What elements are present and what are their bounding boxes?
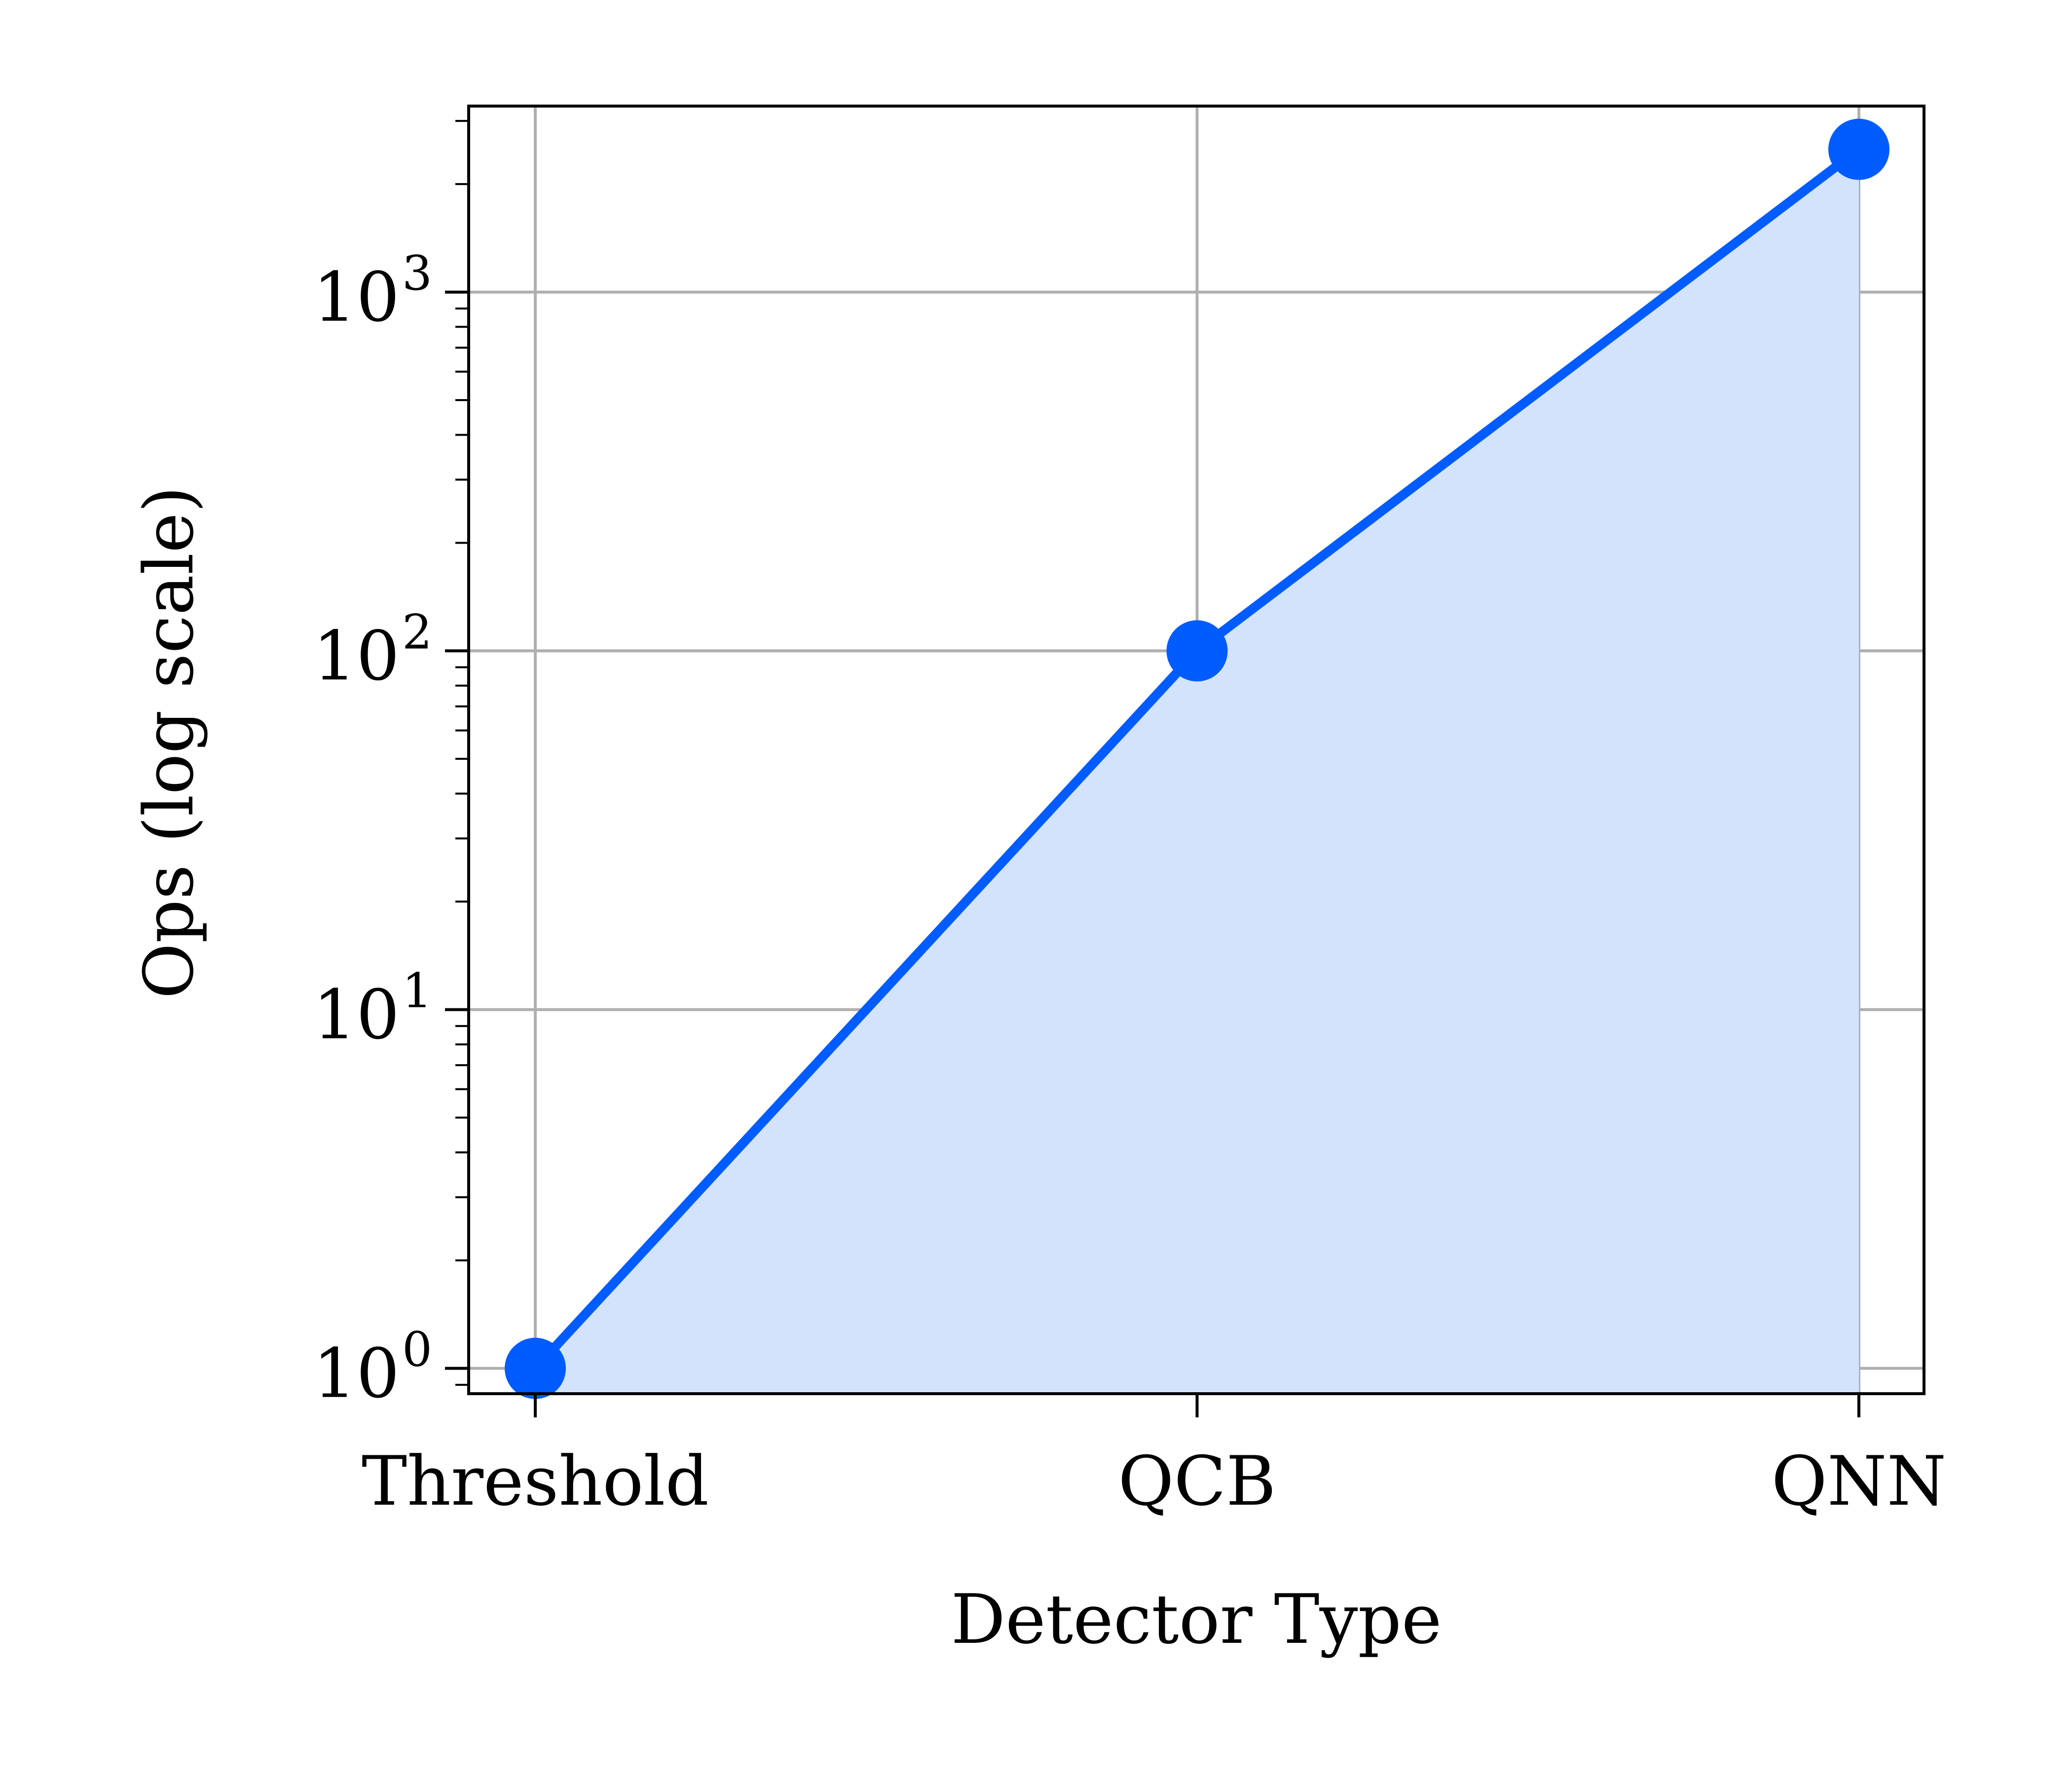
data-point bbox=[505, 1337, 566, 1399]
area-fill-layer bbox=[535, 149, 1859, 1394]
y-tick-label-exponent: 3 bbox=[402, 246, 432, 301]
x-tick-label: QNN bbox=[1772, 1442, 1947, 1521]
y-tick-label-exponent: 0 bbox=[402, 1322, 432, 1377]
x-axis-label: Detector Type bbox=[951, 1580, 1442, 1659]
y-axis-label: Ops (log scale) bbox=[129, 486, 209, 999]
data-point bbox=[1166, 620, 1228, 682]
axis-ticks bbox=[445, 120, 1860, 1417]
series-area bbox=[535, 149, 1859, 1394]
y-tick-label-exponent: 1 bbox=[402, 963, 432, 1018]
y-tick-label: 10 bbox=[313, 616, 400, 696]
data-point bbox=[1828, 118, 1889, 180]
data-points bbox=[505, 118, 1889, 1399]
y-tick-label: 10 bbox=[313, 1334, 400, 1413]
y-tick-label-exponent: 2 bbox=[402, 604, 432, 660]
y-tick-label: 10 bbox=[313, 975, 400, 1054]
y-tick-label: 10 bbox=[313, 258, 400, 337]
x-tick-label: Threshold bbox=[362, 1442, 709, 1521]
x-tick-label: QCB bbox=[1118, 1442, 1276, 1521]
